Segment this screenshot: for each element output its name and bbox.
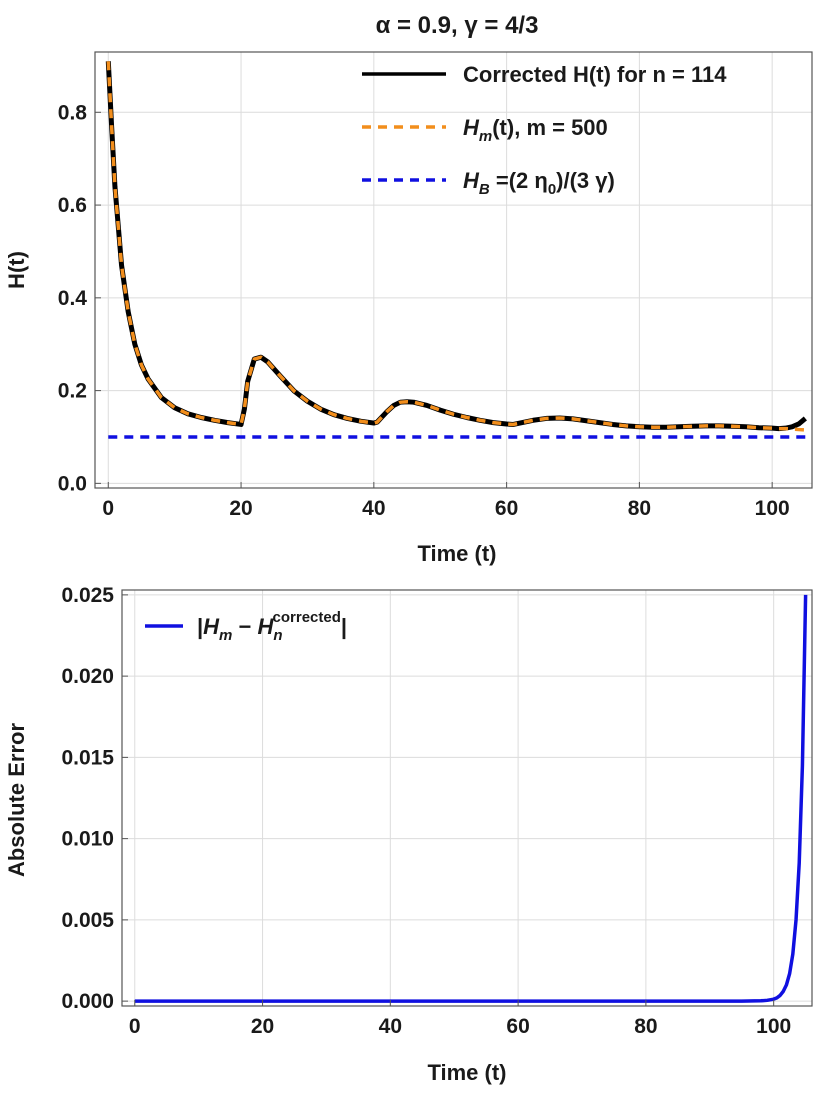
bottom-x-axis-label: Time (t) — [427, 1060, 506, 1085]
top-x-tick-label: 40 — [362, 497, 385, 520]
top-legend-label-2: HB =(2 η0)/(3 γ) — [463, 168, 615, 198]
top-plot-frame — [94, 51, 813, 489]
top-chart-panel: α = 0.9, γ = 4/3 0 20 40 60 80 100 0.0 0.2 0.4 0.… — [4, 12, 813, 566]
bottom-series — [134, 594, 808, 1003]
top-y-tick-label: 0.8 — [58, 101, 88, 124]
bottom-y-tick-label: 0.000 — [61, 990, 114, 1013]
bottom-y-tick-label: 0.010 — [61, 828, 114, 851]
bottom-legend-label-0: |Hm − Hncorrected| — [197, 609, 347, 644]
bottom-ticks: 0 20 40 60 80 100 0.000 0.005 0.010 0.015 0.020 0.0… — [61, 584, 791, 1038]
top-y-axis-label: H(t) — [4, 251, 29, 289]
bottom-x-tick-label: 100 — [756, 1015, 791, 1038]
top-chart-title: α = 0.9, γ = 4/3 — [376, 12, 539, 39]
top-grid — [95, 52, 812, 488]
top-x-tick-label: 80 — [628, 497, 651, 520]
top-y-tick-label: 0.2 — [58, 380, 87, 403]
top-x-tick-label: 100 — [755, 497, 790, 520]
bottom-y-tick-label: 0.025 — [61, 584, 114, 607]
bottom-x-tick-label: 80 — [634, 1015, 657, 1038]
top-series-line-0 — [105, 61, 807, 432]
bottom-y-axis-label: Absolute Error — [4, 723, 29, 877]
top-x-tick-label: 60 — [495, 497, 518, 520]
top-x-tick-label: 20 — [229, 497, 252, 520]
bottom-legend: |Hm − Hncorrected| — [145, 609, 347, 644]
bottom-grid — [122, 590, 812, 1006]
top-legend: Corrected H(t) for n = 114 Hm(t), m = 500… — [362, 62, 727, 198]
top-series-line-1 — [106, 61, 806, 432]
top-ticks: 0 20 40 60 80 100 0.0 0.2 0.4 0.6 0.8 — [58, 101, 790, 520]
bottom-x-tick-label: 60 — [506, 1015, 529, 1038]
top-y-tick-label: 0.6 — [58, 194, 87, 217]
top-y-tick-label: 0.4 — [58, 287, 88, 310]
top-x-tick-label: 0 — [102, 497, 114, 520]
bottom-y-tick-label: 0.005 — [61, 909, 114, 932]
bottom-chart-panel: 0 20 40 60 80 100 0.000 0.005 0.010 0.015 0.020 0.0… — [4, 584, 813, 1085]
top-series — [105, 61, 807, 439]
bottom-y-tick-label: 0.015 — [61, 746, 114, 769]
bottom-y-tick-label: 0.020 — [61, 665, 114, 688]
top-x-axis-label: Time (t) — [417, 541, 496, 566]
bottom-x-tick-label: 40 — [379, 1015, 402, 1038]
top-legend-label-1: Hm(t), m = 500 — [463, 115, 608, 145]
bottom-x-tick-label: 0 — [129, 1015, 141, 1038]
bottom-x-tick-label: 20 — [251, 1015, 274, 1038]
top-y-tick-label: 0.0 — [58, 472, 87, 495]
bottom-series-line-0 — [134, 594, 808, 1003]
top-legend-label-0: Corrected H(t) for n = 114 — [463, 62, 727, 87]
bottom-plot-frame — [121, 589, 813, 1007]
